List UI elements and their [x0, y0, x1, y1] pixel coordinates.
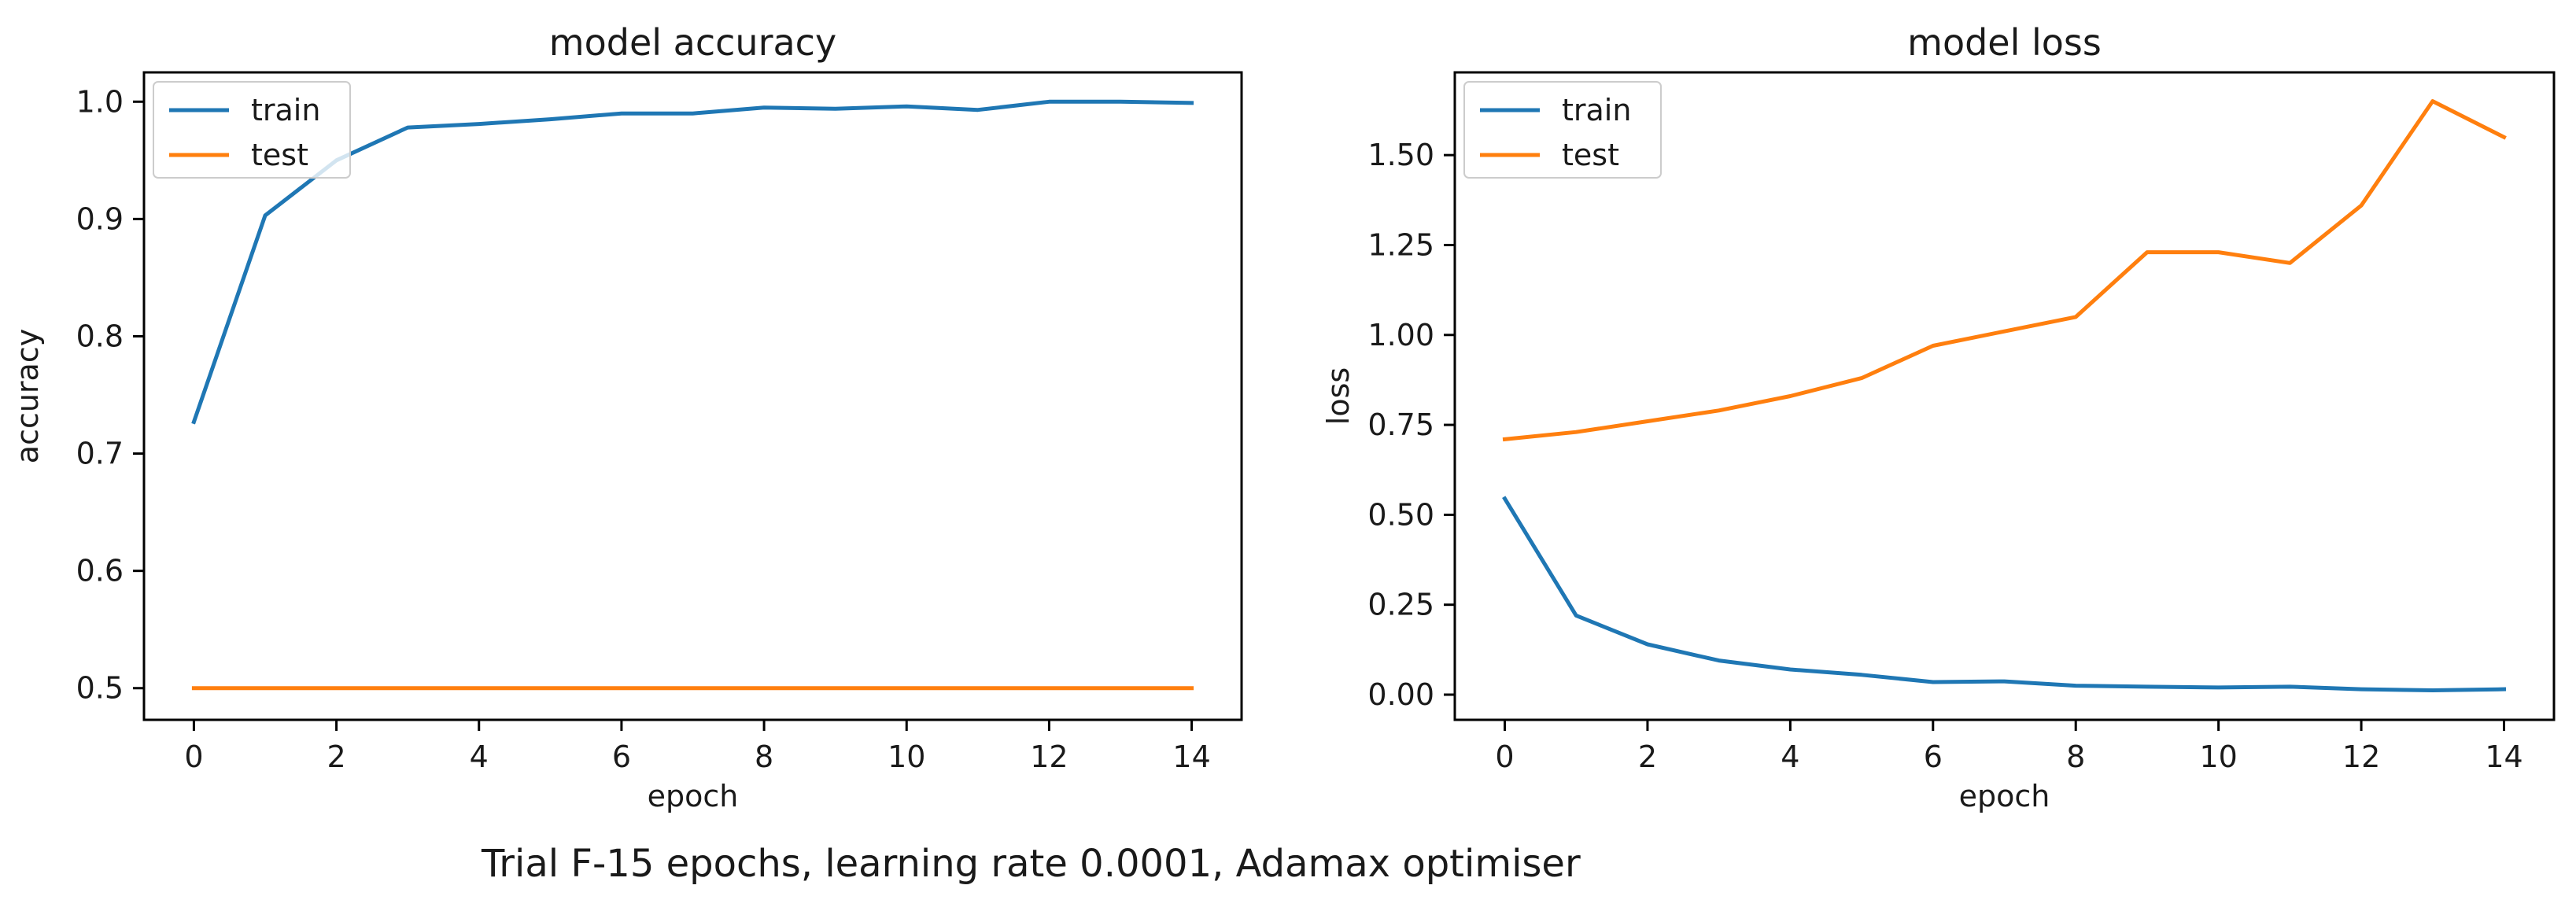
loss-x-tick-label: 4 [1781, 739, 1799, 774]
loss-x-tick-label: 14 [2485, 739, 2522, 774]
loss-chart: 0 2 4 6 8 10 12 14 0.00 0.25 0.50 0.75 1.00 1.25 1.50 m… [1321, 21, 2556, 813]
loss-x-tick-label: 2 [1638, 739, 1657, 774]
loss-x-tick-label: 10 [2199, 739, 2237, 774]
accuracy-x-tick-label: 2 [327, 739, 345, 774]
accuracy-legend-train-label: train [251, 93, 320, 127]
loss-train-line [1502, 496, 2507, 692]
loss-axes-frame [1453, 71, 2556, 721]
accuracy-x-tick-label: 0 [184, 739, 203, 774]
loss-legend-test-label: test [1562, 138, 1619, 172]
accuracy-y-tick-label: 0.7 [76, 437, 124, 471]
loss-x-tick-label: 12 [2342, 739, 2380, 774]
loss-legend: train test [1463, 81, 1662, 179]
loss-y-tick-label: 0.75 [1367, 408, 1434, 442]
accuracy-x-tick-label: 4 [470, 739, 489, 774]
loss-legend-train-label: train [1562, 93, 1631, 127]
loss-y-axis-label: loss [1321, 367, 1356, 425]
loss-x-axis-label: epoch [1959, 779, 2050, 813]
loss-y-tick-label: 0.50 [1367, 497, 1434, 532]
accuracy-x-tick-label: 8 [755, 739, 773, 774]
loss-x-tick-label: 6 [1924, 739, 1943, 774]
loss-y-tick-label: 0.25 [1367, 588, 1434, 622]
accuracy-y-tick-label: 0.5 [76, 671, 124, 706]
accuracy-x-tick-label: 12 [1030, 739, 1068, 774]
loss-x-tick-label: 8 [2066, 739, 2085, 774]
loss-y-tick-label: 1.25 [1367, 227, 1434, 262]
accuracy-x-tick-label: 6 [612, 739, 631, 774]
loss-y-tick-label: 0.00 [1367, 677, 1434, 712]
figure-caption: Trial F-15 epochs, learning rate 0.0001,… [482, 842, 1581, 886]
accuracy-x-tick-label: 10 [888, 739, 925, 774]
accuracy-chart-title: model accuracy [549, 21, 836, 64]
accuracy-axes-frame [142, 71, 1243, 721]
loss-y-tick-label: 1.50 [1367, 138, 1434, 172]
accuracy-y-tick-label: 0.6 [76, 554, 124, 588]
accuracy-x-tick-label: 14 [1172, 739, 1210, 774]
loss-chart-title: model loss [1907, 21, 2102, 64]
accuracy-x-axis-label: epoch [648, 779, 739, 813]
loss-y-tick-label: 1.00 [1367, 318, 1434, 352]
accuracy-y-tick-label: 1.0 [76, 84, 124, 119]
accuracy-y-axis-label: accuracy [10, 329, 45, 463]
loss-test-line [1502, 99, 2507, 442]
loss-x-tick-label: 0 [1495, 739, 1514, 774]
accuracy-train-line [191, 99, 1194, 425]
accuracy-y-tick-label: 0.9 [76, 201, 124, 236]
accuracy-legend-test-label: test [251, 138, 308, 172]
accuracy-y-tick-label: 0.8 [76, 319, 124, 353]
accuracy-legend: train test [153, 81, 351, 179]
accuracy-chart: 0 2 4 6 8 10 12 14 0.5 0.6 0.7 0.8 0.9 1.0 model accur… [10, 21, 1243, 813]
